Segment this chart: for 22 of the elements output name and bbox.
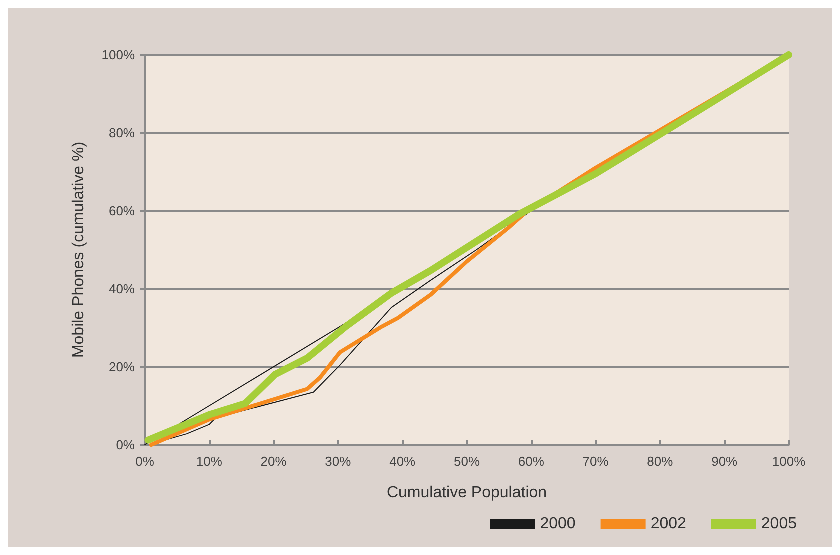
y-tick-label: 100% [102,48,136,62]
x-tick-label: 0% [136,454,155,469]
x-tick-label: 70% [582,454,610,469]
x-tick-label: 50% [454,454,480,469]
y-axis-title: Mobile Phones (cumulative %) [70,142,88,358]
x-tick-label: 90% [712,454,738,469]
y-tick-label: 0% [116,438,136,452]
x-tick-label: 10% [196,454,223,469]
y-tick-label: 40% [108,282,136,296]
x-tick-label: 30% [325,454,352,469]
x-tick-label: 20% [260,454,288,469]
y-tick-label: 80% [108,126,136,140]
legend-label: 2005 [761,516,798,532]
legend-label: 2000 [540,516,576,532]
y-tick-label: 20% [108,360,136,374]
y-tick-label: 60% [108,204,136,218]
x-tick-label: 60% [518,454,545,469]
x-tick-label: 100% [772,454,806,469]
x-axis-title: Cumulative Population [386,484,548,502]
x-tick-label: 40% [390,454,416,469]
x-tick-label: 80% [647,454,674,469]
legend-label: 2002 [650,516,687,532]
